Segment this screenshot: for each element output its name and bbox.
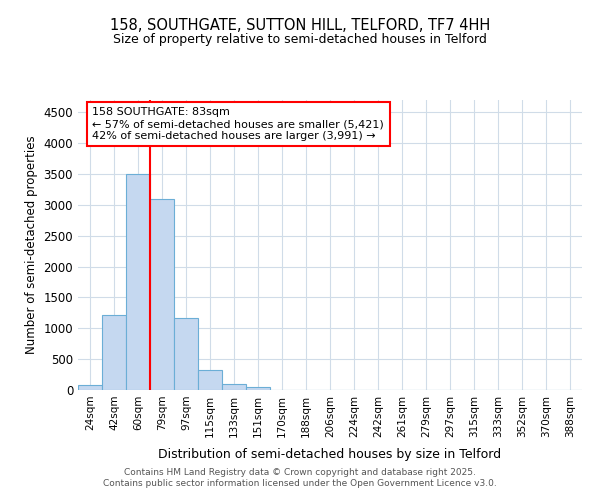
Text: Contains HM Land Registry data © Crown copyright and database right 2025.
Contai: Contains HM Land Registry data © Crown c…: [103, 468, 497, 487]
Bar: [222, 384, 246, 390]
Bar: [126, 174, 150, 390]
Bar: [102, 314, 126, 390]
Bar: [150, 198, 174, 390]
Bar: [198, 370, 222, 390]
Bar: [174, 318, 198, 390]
Bar: [246, 386, 270, 390]
Text: 158, SOUTHGATE, SUTTON HILL, TELFORD, TF7 4HH: 158, SOUTHGATE, SUTTON HILL, TELFORD, TF…: [110, 18, 490, 32]
X-axis label: Distribution of semi-detached houses by size in Telford: Distribution of semi-detached houses by …: [158, 448, 502, 461]
Text: Size of property relative to semi-detached houses in Telford: Size of property relative to semi-detach…: [113, 32, 487, 46]
Y-axis label: Number of semi-detached properties: Number of semi-detached properties: [25, 136, 38, 354]
Bar: [78, 386, 102, 390]
Text: 158 SOUTHGATE: 83sqm
← 57% of semi-detached houses are smaller (5,421)
42% of se: 158 SOUTHGATE: 83sqm ← 57% of semi-detac…: [92, 108, 384, 140]
